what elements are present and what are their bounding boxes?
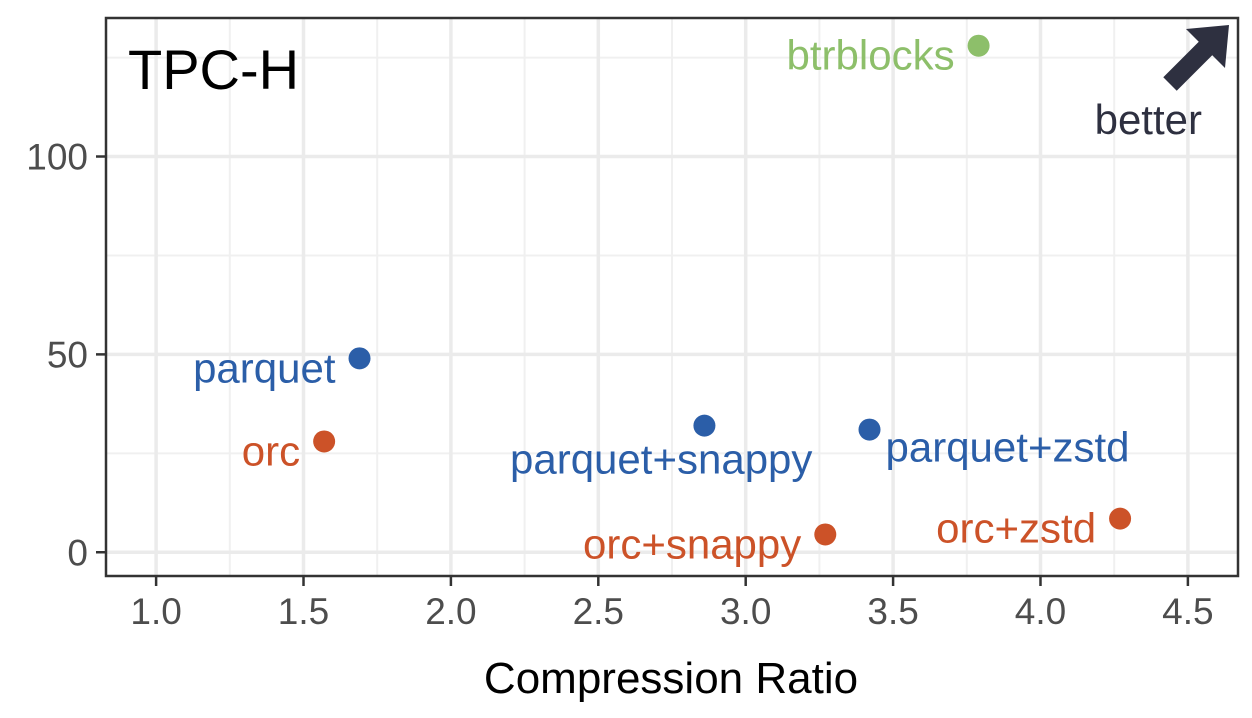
- data-points: [313, 34, 1132, 546]
- point-label-btrblocks: btrblocks: [787, 32, 955, 79]
- x-axis: 1.0 1.5 2.0 2.5 3.0 3.5 4.0 4.5: [130, 576, 1214, 632]
- x-tick-label: 2.5: [573, 591, 624, 632]
- data-point-orc: [313, 430, 336, 453]
- minor-gridlines: [106, 18, 1238, 576]
- data-point-parquet-zstd: [858, 418, 881, 441]
- point-label-orc-zstd: orc+zstd: [936, 505, 1096, 552]
- x-tick-label: 4.5: [1162, 591, 1213, 632]
- y-tick-label: 100: [26, 137, 88, 178]
- data-point-parquet: [348, 347, 371, 370]
- point-label-parquet-snappy: parquet+snappy: [510, 436, 812, 483]
- y-axis: 0 50 100: [26, 137, 106, 573]
- point-label-parquet: parquet: [193, 344, 336, 391]
- data-point-btrblocks: [967, 34, 990, 57]
- x-tick-label: 1.5: [278, 591, 329, 632]
- x-tick-label: 3.0: [720, 591, 771, 632]
- better-annotation: better: [1095, 25, 1229, 143]
- point-label-parquet-zstd: parquet+zstd: [886, 424, 1130, 471]
- arrow-up-right-icon: [1163, 25, 1229, 91]
- major-gridlines: [106, 18, 1238, 576]
- x-tick-label: 3.5: [867, 591, 918, 632]
- x-axis-title: Compression Ratio: [484, 654, 858, 703]
- point-label-orc: orc: [242, 427, 300, 474]
- better-label: better: [1095, 96, 1202, 143]
- x-tick-label: 1.0: [130, 591, 181, 632]
- y-tick-label: 50: [47, 334, 88, 375]
- x-tick-label: 2.0: [425, 591, 476, 632]
- x-tick-label: 4.0: [1015, 591, 1066, 632]
- data-point-orc-zstd: [1109, 507, 1132, 530]
- data-point-labels: btrblocks parquet orc parquet+snappy parquet…: [193, 32, 1129, 568]
- point-label-orc-snappy: orc+snappy: [583, 520, 801, 567]
- chart-title: TPC-H: [128, 38, 299, 101]
- data-point-orc-snappy: [814, 523, 837, 546]
- data-point-parquet-snappy: [693, 414, 716, 437]
- y-tick-label: 0: [67, 532, 88, 573]
- panel-border: [104, 16, 1240, 578]
